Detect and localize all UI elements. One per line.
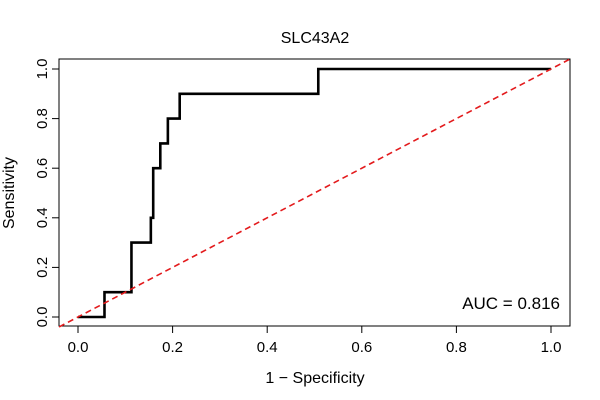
y-tick-label: 1.0 [34,59,51,80]
x-tick-label: 0.4 [257,339,278,356]
x-tick-label: 0.2 [162,339,183,356]
roc-curve [78,67,551,319]
x-tick-label: 0.6 [351,339,372,356]
plot-frame [58,58,571,327]
auc-annotation: AUC = 0.816 [462,294,560,313]
y-tick-label: 0.0 [34,307,51,328]
x-tick-label: 0.8 [446,339,467,356]
reference-diagonal-line [58,58,571,328]
chart-title: SLC43A2 [281,30,350,47]
y-tick-label: 0.2 [34,257,51,278]
axis-ticks: 0.0 0.2 0.4 0.6 0.8 1.0 0.0 0.2 0.4 0.6 0.8 1.0 [34,59,561,356]
y-tick-label: 0.6 [34,158,51,179]
y-tick-label: 0.4 [34,207,51,228]
x-tick-label: 0.0 [68,339,89,356]
x-axis-label: 1 − Specificity [265,370,364,387]
roc-series [58,58,571,328]
y-tick-label: 0.8 [34,108,51,129]
y-axis-label: Sensitivity [1,157,18,229]
x-tick-label: 1.0 [541,339,562,356]
